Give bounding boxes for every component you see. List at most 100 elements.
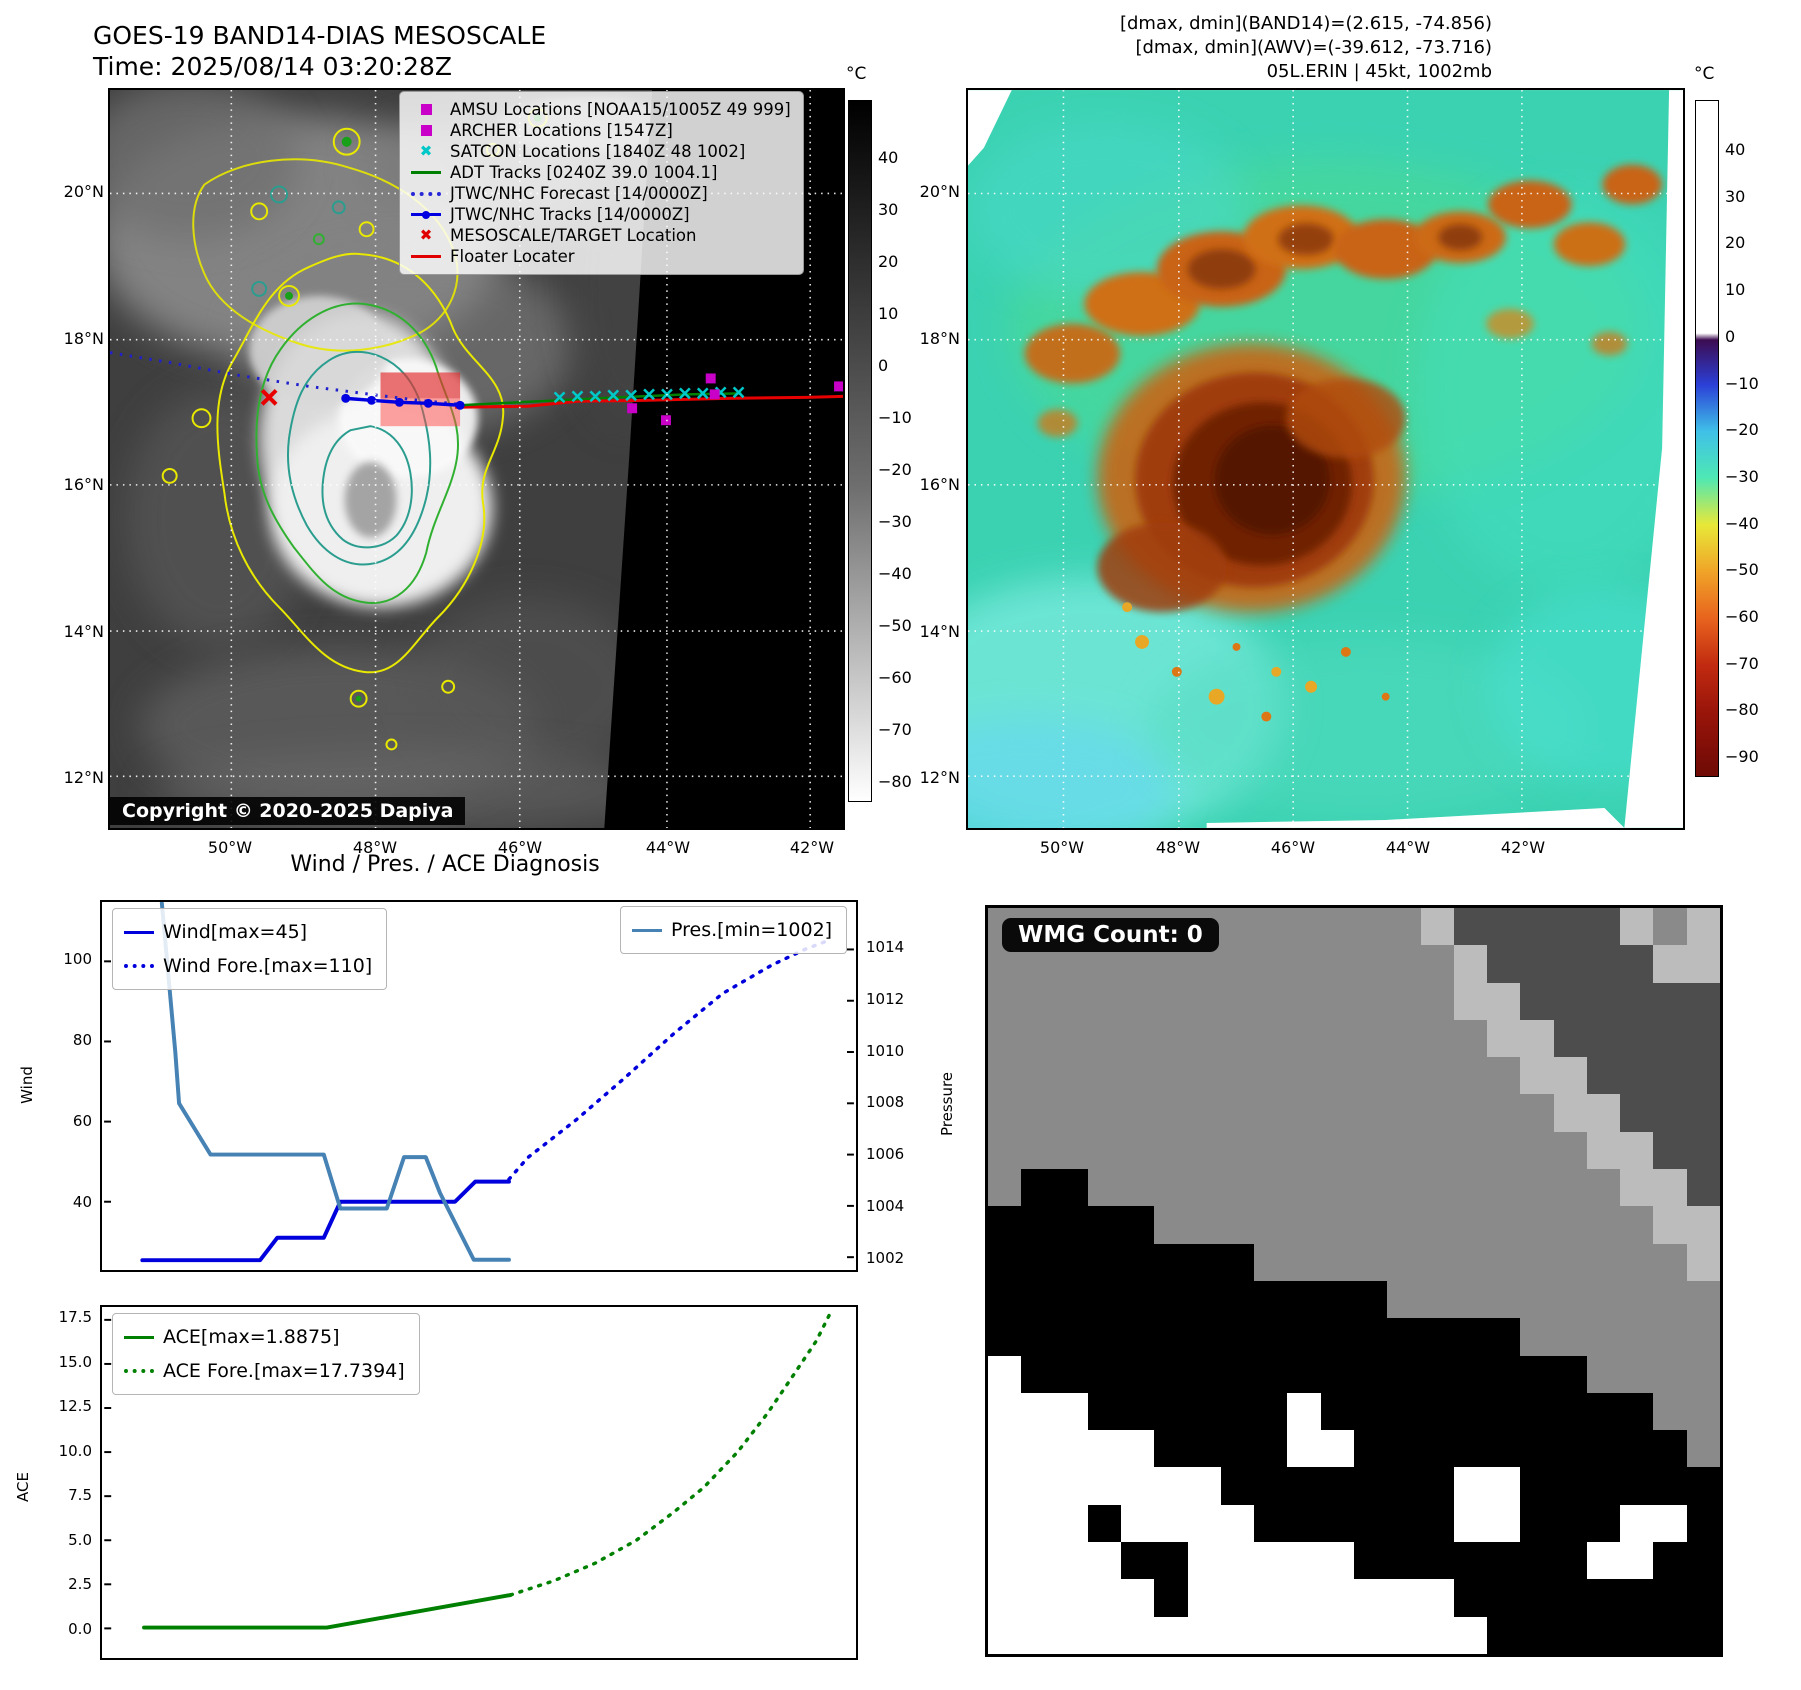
wmg-cell — [1054, 1355, 1088, 1393]
wmg-cell — [1586, 1392, 1621, 1431]
wmg-cell — [1487, 1579, 1521, 1617]
pressure-legend: Pres.[min=1002] — [620, 906, 848, 954]
wmg-cell — [1287, 1019, 1321, 1058]
wmg-cell — [1154, 1243, 1188, 1281]
wmg-cell — [988, 1504, 1022, 1543]
lat-tick-label: 12°N — [919, 768, 960, 787]
legend-label: JTWC/NHC Tracks [14/0000Z] — [450, 205, 690, 224]
ace-tick-label: 7.5 — [68, 1486, 92, 1505]
wmg-cell — [1054, 1131, 1088, 1170]
wmg-cell — [1021, 1504, 1055, 1543]
wmg-cell — [1487, 1057, 1521, 1095]
pressure-tick-label: 1012 — [866, 989, 905, 1008]
chart-suptitle: Wind / Pres. / ACE Diagnosis — [290, 852, 600, 877]
wmg-cell — [1187, 1169, 1221, 1207]
wmg-cell — [1387, 1392, 1421, 1431]
wmg-cell — [1187, 1542, 1221, 1580]
colorbar-tick-label: 20 — [878, 252, 899, 271]
wmg-cell — [1686, 1206, 1720, 1244]
pressure-tick-label: 1004 — [866, 1197, 905, 1216]
wmg-cell — [1553, 1504, 1587, 1543]
wmg-cell — [1620, 1019, 1654, 1058]
wmg-cell — [1487, 1355, 1521, 1393]
wmg-cell — [988, 1467, 1022, 1505]
line-marker — [411, 255, 441, 258]
wmg-cell — [1453, 1467, 1488, 1505]
wmg-cell — [1653, 1169, 1687, 1207]
legend-item: ADT Tracks [0240Z 39.0 1004.1] — [408, 162, 791, 183]
ace-tick-label: 12.5 — [58, 1397, 92, 1416]
wmg-cell — [1287, 982, 1321, 1020]
wmg-cell — [1586, 1019, 1621, 1058]
wmg-cell — [1254, 1355, 1288, 1393]
wmg-cell — [1620, 982, 1654, 1020]
wmg-cell — [1520, 945, 1554, 983]
wmg-cell — [1686, 1467, 1720, 1505]
wmg-cell — [1520, 1542, 1554, 1580]
legend-label: Wind Fore.[max=110] — [163, 955, 373, 977]
wmg-cell — [1653, 1206, 1687, 1244]
wmg-cell — [1387, 982, 1421, 1020]
wmg-cell — [988, 1206, 1022, 1244]
wind-axis-label: Wind — [17, 1066, 36, 1104]
legend-label: AMSU Locations [NOAA15/1005Z 49 999] — [450, 100, 791, 119]
wmg-cell — [1653, 945, 1687, 983]
wmg-cell — [1586, 1206, 1621, 1244]
wmg-cell — [1620, 1280, 1654, 1319]
wmg-cell — [1054, 1579, 1088, 1617]
wmg-cell — [1187, 1355, 1221, 1393]
wind-pressure-plot — [104, 902, 854, 1263]
wmg-cell — [1487, 1280, 1521, 1319]
wmg-cell — [1420, 1057, 1454, 1095]
wmg-cell — [1254, 1392, 1288, 1431]
wmg-cell — [1354, 1467, 1388, 1505]
wmg-count-badge: WMG Count: 0 — [1002, 918, 1219, 952]
wmg-cell — [988, 1131, 1022, 1170]
wmg-cell — [1254, 1430, 1288, 1468]
ace-plot — [104, 1313, 831, 1630]
wmg-cell — [1653, 1131, 1687, 1170]
wmg-cell — [1487, 1169, 1521, 1207]
wind-tick-label: 80 — [72, 1030, 92, 1049]
wmg-cell — [1653, 1318, 1687, 1356]
wmg-cell — [1586, 1057, 1621, 1095]
ace-tick-label: 10.0 — [58, 1441, 92, 1460]
mesoscale-target-box — [380, 372, 461, 427]
wmg-cell — [1320, 1094, 1354, 1132]
jtwc-track-point — [367, 395, 377, 405]
wmg-cell — [1121, 1318, 1155, 1356]
wmg-cell — [1453, 1504, 1488, 1543]
wmg-cell — [1254, 1019, 1288, 1058]
enhanced-satellite-map — [966, 88, 1685, 830]
forecast-track-line — [110, 351, 461, 406]
lon-tick-label: 44°W — [1385, 838, 1431, 857]
wmg-cell — [1087, 1504, 1122, 1543]
line-marker-icon — [408, 171, 444, 174]
pressure-axis-label: Pressure — [938, 1071, 957, 1137]
line-marker-icon — [629, 928, 665, 932]
wmg-cell — [1354, 1504, 1388, 1543]
wmg-cell — [1054, 1318, 1088, 1356]
wmg-cell — [1021, 1616, 1055, 1654]
wmg-cell — [1320, 1206, 1354, 1244]
wmg-cell — [1187, 1318, 1221, 1356]
wmg-cell — [1220, 1579, 1255, 1617]
wmg-cell — [1121, 1392, 1155, 1431]
page-title: GOES-19 BAND14-DIAS MESOSCALE — [93, 21, 547, 50]
wmg-cell — [1354, 1616, 1388, 1654]
lon-tick-label: 44°W — [645, 838, 691, 857]
wmg-cell — [1121, 1206, 1155, 1244]
wmg-cell — [1320, 1169, 1354, 1207]
pressure-tick-label: 1002 — [866, 1249, 905, 1268]
wmg-cell — [1520, 1280, 1554, 1319]
wmg-cell — [1420, 1206, 1454, 1244]
panel2-header: [dmax, dmin](BAND14)=(2.615, -74.856) [d… — [852, 12, 1492, 84]
legend-label: Pres.[min=1002] — [671, 919, 833, 941]
wmg-pixel-grid — [988, 908, 1720, 1654]
wmg-cell — [1453, 1318, 1488, 1356]
wmg-cell — [1620, 1206, 1654, 1244]
wmg-cell — [1686, 908, 1720, 946]
colorbar-tick-label: −40 — [1725, 513, 1759, 533]
ace-tick-label: 0.0 — [68, 1620, 92, 1639]
wmg-cell — [988, 1430, 1022, 1468]
